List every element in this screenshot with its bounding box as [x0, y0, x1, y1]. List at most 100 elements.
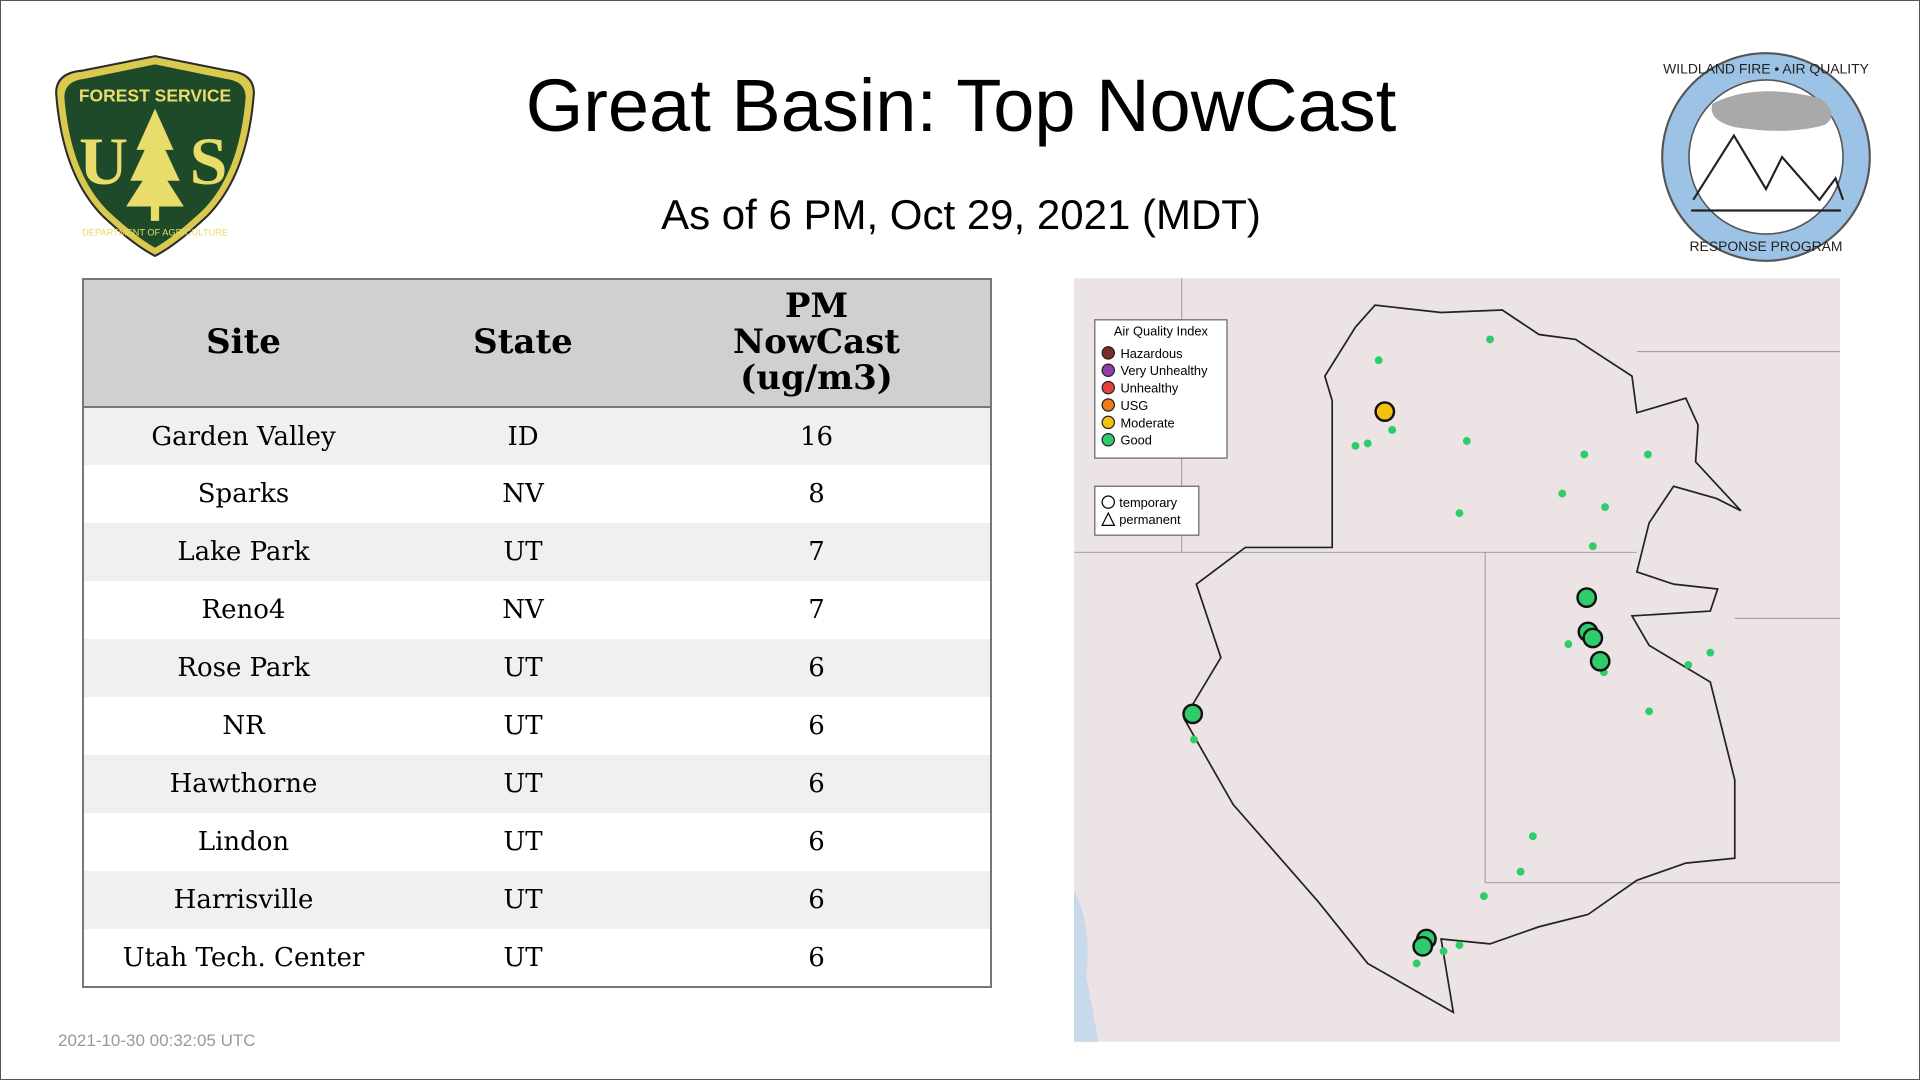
legend-label: USG [1120, 398, 1148, 413]
cell-state: UT [403, 929, 643, 987]
cell-pm-nowcast: 6 [643, 639, 991, 697]
monitor-marker[interactable] [1601, 503, 1609, 511]
legend-swatch-usg [1101, 398, 1115, 412]
table-row: Garden Valley ID 16 [83, 407, 991, 465]
cell-site: Utah Tech. Center [83, 929, 403, 987]
page-subtitle: As of 6 PM, Oct 29, 2021 (MDT) [661, 191, 1261, 238]
cell-site: Hawthorne [83, 755, 403, 813]
forest-service-logo: FOREST SERVICE U S DEPARTMENT OF AGRICUL… [55, 55, 255, 258]
monitor-marker[interactable] [1706, 648, 1715, 657]
table-row: Reno4 NV 7 [83, 581, 991, 639]
monitor-marker-temporary[interactable] [1374, 401, 1396, 423]
cell-site: Reno4 [83, 581, 403, 639]
legend-label: Hazardous [1120, 346, 1182, 361]
table-row: Hawthorne UT 6 [83, 755, 991, 813]
svg-text:U: U [79, 123, 128, 199]
monitor-marker[interactable] [1564, 640, 1573, 649]
monitor-marker[interactable] [1558, 489, 1567, 498]
page-title: Great Basin: Top NowCast [525, 64, 1397, 147]
legend-title: Air Quality Index [1114, 324, 1209, 339]
legend-label: Moderate [1120, 415, 1174, 430]
monitor-marker[interactable] [1684, 660, 1693, 669]
cell-pm-nowcast: 7 [643, 581, 991, 639]
column-header-site: Site [83, 279, 403, 408]
legend-box: Air Quality Index Hazardous Very Unhealth… [1094, 319, 1228, 536]
table-row: Lindon UT 6 [83, 813, 991, 871]
monitor-marker[interactable] [1363, 439, 1372, 448]
monitor-marker[interactable] [1388, 426, 1397, 434]
monitor-marker[interactable] [1516, 867, 1525, 876]
table-row: Lake Park UT 7 [83, 523, 991, 581]
legend-swatch-moderate [1101, 415, 1115, 430]
monitor-marker[interactable] [1588, 542, 1597, 551]
legend-swatch-very-unhealthy [1101, 363, 1115, 377]
column-header-state: State [403, 279, 643, 408]
generated-timestamp: 2021-10-30 00:32:05 UTC [58, 1031, 256, 1050]
cell-state: UT [403, 871, 643, 929]
cell-pm-nowcast: 6 [643, 697, 991, 755]
legend-label: Very Unhealthy [1120, 363, 1208, 378]
monitor-marker-temporary[interactable] [1589, 650, 1611, 672]
cell-pm-nowcast: 8 [643, 465, 991, 523]
monitor-marker[interactable] [1486, 335, 1494, 344]
monitor-marker[interactable] [1528, 832, 1537, 841]
cell-state: UT [403, 639, 643, 697]
table-row: Harrisville UT 6 [83, 871, 991, 929]
cell-state: ID [403, 407, 643, 465]
monitor-marker[interactable] [1412, 959, 1421, 968]
legend-permanent: permanent [1119, 512, 1181, 527]
cell-site: Sparks [83, 465, 403, 523]
cell-state: UT [403, 697, 643, 755]
svg-text:WILDLAND FIRE • AIR QUALITY: WILDLAND FIRE • AIR QUALITY [1663, 61, 1869, 77]
legend-temporary: temporary [1119, 495, 1177, 510]
monitor-marker[interactable] [1480, 892, 1488, 901]
cell-state: NV [403, 465, 643, 523]
cell-pm-nowcast: 6 [643, 813, 991, 871]
aqi-map[interactable]: Air Quality Index Hazardous Very Unhealth… [1074, 278, 1840, 1042]
table-row: Utah Tech. Center UT 6 [83, 929, 991, 987]
cell-site: Garden Valley [83, 407, 403, 465]
legend-label: Unhealthy [1120, 381, 1178, 396]
legend-swatch-good [1101, 433, 1115, 447]
cell-site: Rose Park [83, 639, 403, 697]
column-header-pm-nowcast: PM NowCast (ug/m3) [643, 279, 991, 408]
cell-state: UT [403, 755, 643, 813]
legend-label: Good [1120, 433, 1151, 448]
monitor-marker-temporary[interactable] [1412, 935, 1434, 957]
monitor-marker-temporary[interactable] [1576, 587, 1598, 608]
table-row: Sparks NV 8 [83, 465, 991, 523]
monitor-marker[interactable] [1190, 735, 1198, 744]
monitor-marker[interactable] [1374, 356, 1383, 365]
cell-pm-nowcast: 7 [643, 523, 991, 581]
cell-pm-nowcast: 16 [643, 407, 991, 465]
table-row: NR UT 6 [83, 697, 991, 755]
monitor-marker[interactable] [1455, 941, 1464, 950]
cell-pm-nowcast: 6 [643, 871, 991, 929]
monitor-marker[interactable] [1643, 450, 1652, 459]
monitor-marker-temporary[interactable] [1582, 627, 1604, 649]
top-nowcast-table: Site State PM NowCast (ug/m3) Garden Val… [82, 278, 992, 988]
wildland-fire-air-quality-logo: WILDLAND FIRE • AIR QUALITY RESPONSE PRO… [1661, 52, 1871, 262]
monitor-marker[interactable] [1351, 441, 1360, 450]
cell-state: NV [403, 581, 643, 639]
table-row: Rose Park UT 6 [83, 639, 991, 697]
cell-site: Lindon [83, 813, 403, 871]
cell-site: NR [83, 697, 403, 755]
svg-text:FOREST SERVICE: FOREST SERVICE [79, 85, 231, 105]
monitor-marker-temporary[interactable] [1182, 703, 1204, 725]
monitor-marker[interactable] [1462, 437, 1471, 445]
cell-state: UT [403, 813, 643, 871]
circle-icon [1101, 495, 1115, 509]
legend-swatch-unhealthy [1101, 380, 1115, 395]
cell-pm-nowcast: 6 [643, 755, 991, 813]
great-basin-boundary [1183, 304, 1742, 1015]
cell-state: UT [403, 523, 643, 581]
svg-text:S: S [190, 123, 228, 199]
monitor-marker[interactable] [1439, 947, 1448, 956]
monitor-marker[interactable] [1580, 450, 1589, 459]
cell-site: Harrisville [83, 871, 403, 929]
monitor-marker[interactable] [1455, 509, 1464, 518]
legend-swatch-hazardous [1101, 346, 1115, 360]
monitor-marker[interactable] [1645, 707, 1654, 716]
triangle-icon [1101, 511, 1116, 527]
